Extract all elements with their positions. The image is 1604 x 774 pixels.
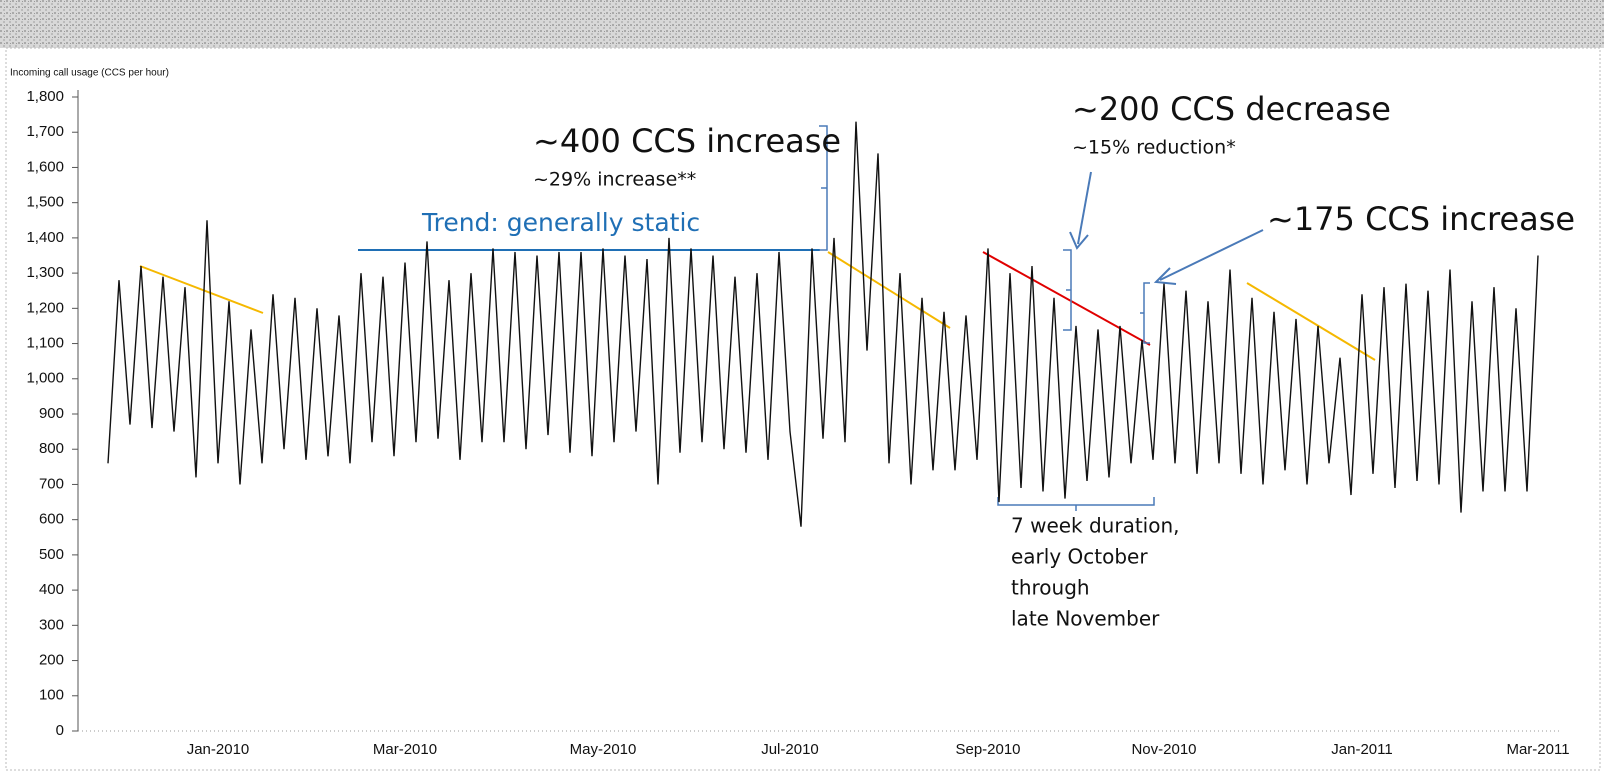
trend-line bbox=[139, 265, 264, 314]
annotation: 7 week duration, bbox=[1011, 514, 1180, 538]
y-tick-label: 700 bbox=[39, 475, 64, 492]
x-tick-label: Jan-2010 bbox=[187, 741, 250, 758]
x-tick-label: May-2010 bbox=[570, 741, 637, 758]
y-tick-label: 300 bbox=[39, 616, 64, 633]
bracket bbox=[1063, 249, 1072, 331]
y-tick-label: 500 bbox=[39, 546, 64, 563]
y-tick-label: 1,300 bbox=[26, 264, 64, 281]
y-tick-label: 800 bbox=[39, 440, 64, 457]
header-banner bbox=[0, 0, 1604, 48]
y-tick-label: 200 bbox=[39, 652, 64, 669]
y-tick-label: 1,400 bbox=[26, 229, 64, 246]
y-tick-label: 1,500 bbox=[26, 194, 64, 211]
y-tick-label: 900 bbox=[39, 405, 64, 422]
annotation: ~400 CCS increase bbox=[533, 122, 841, 160]
annotation: ~15% reduction* bbox=[1072, 137, 1236, 159]
arrow bbox=[1077, 171, 1092, 245]
y-axis-label: Incoming call usage (CCS per hour) bbox=[10, 68, 169, 79]
annotation: through bbox=[1011, 576, 1090, 600]
arrow-head bbox=[1069, 231, 1089, 250]
y-tick-label: 1,100 bbox=[26, 335, 64, 352]
y-tick-label: 600 bbox=[39, 511, 64, 528]
trend-line bbox=[1246, 282, 1376, 361]
annotation: ~200 CCS decrease bbox=[1072, 90, 1391, 128]
annotation: ~29% increase** bbox=[533, 169, 696, 191]
bracket bbox=[819, 125, 828, 251]
bracket bbox=[997, 497, 1155, 511]
bracket bbox=[1140, 282, 1150, 344]
x-tick-label: Sep-2010 bbox=[955, 741, 1020, 758]
annotation: early October bbox=[1011, 545, 1148, 569]
y-tick-label: 100 bbox=[39, 687, 64, 704]
y-tick-label: 1,200 bbox=[26, 299, 64, 316]
trend-line bbox=[827, 251, 951, 329]
y-tick-label: 1,000 bbox=[26, 370, 64, 387]
y-tick-label: 0 bbox=[56, 722, 64, 739]
x-tick-label: Jul-2010 bbox=[761, 741, 819, 758]
y-tick-label: 1,800 bbox=[26, 88, 64, 105]
x-tick-label: Nov-2010 bbox=[1131, 741, 1196, 758]
x-tick-label: Mar-2011 bbox=[1506, 741, 1569, 758]
arrow-head bbox=[1153, 267, 1177, 285]
annotation: ~175 CCS increase bbox=[1267, 200, 1575, 238]
y-tick-label: 1,600 bbox=[26, 158, 64, 175]
y-tick-label: 1,700 bbox=[26, 123, 64, 140]
arrow bbox=[1159, 229, 1264, 281]
x-tick-label: Mar-2010 bbox=[373, 741, 437, 758]
annotation: Trend: generally static bbox=[421, 208, 700, 237]
y-tick-label: 400 bbox=[39, 581, 64, 598]
x-tick-label: Jan-2011 bbox=[1331, 741, 1392, 758]
annotation: late November bbox=[1011, 607, 1160, 631]
data-line bbox=[107, 121, 1539, 527]
trend-line bbox=[982, 251, 1151, 346]
